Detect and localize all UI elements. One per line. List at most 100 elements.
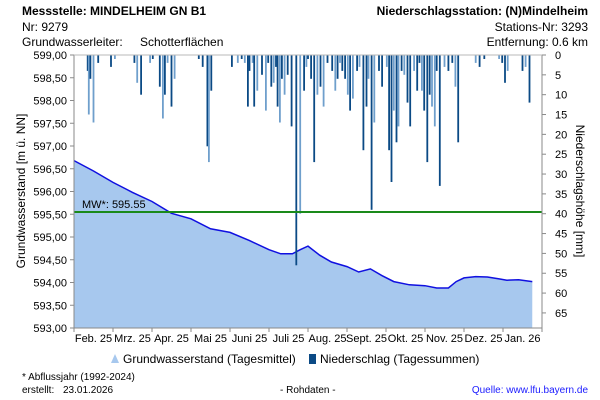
precipitation-bar <box>435 55 438 71</box>
y2-tick-label: 35 <box>555 189 567 201</box>
precipitation-bar <box>352 55 354 99</box>
precipitation-bar <box>231 55 233 67</box>
y2-tick-label: 30 <box>555 169 567 181</box>
y-tick-label: 595,00 <box>33 232 67 244</box>
y2-tick-label: 40 <box>555 209 567 221</box>
y-tick-label: 597,00 <box>33 141 67 153</box>
x-tick-label: Aug. 25 <box>309 333 347 345</box>
y-tick-label: 599,00 <box>33 50 67 62</box>
precipitation-bar <box>524 55 527 67</box>
footnote: * Abflussjahr (1992-2024) <box>22 372 135 383</box>
precipitation-bar <box>286 55 289 75</box>
y2-tick-label: 15 <box>555 110 567 122</box>
precipitation-bar <box>319 55 322 87</box>
precipitation-bar <box>331 55 334 71</box>
precipitation-bar <box>236 55 239 63</box>
precipitation-bar <box>256 55 259 91</box>
precip-station-number: Stations-Nr: 3293 <box>494 20 588 34</box>
precipitation-bar <box>272 55 275 83</box>
precipitation-bar <box>261 55 263 75</box>
precipitation-bar <box>431 55 433 107</box>
precipitation-bar <box>201 55 204 67</box>
precip-station-distance: Entfernung: 0.6 km <box>486 35 588 49</box>
precipitation-bar <box>413 55 415 71</box>
precipitation-bar <box>89 55 92 79</box>
groundwater-area <box>74 160 533 328</box>
y2-tick-label: 5 <box>555 70 561 82</box>
x-tick-label: Sept. 25 <box>346 333 387 345</box>
precipitation-bar <box>166 55 169 63</box>
raw-data-note: - Rohdaten - <box>280 385 336 396</box>
y-tick-label: 593,50 <box>33 300 67 312</box>
precipitation-bar <box>92 55 95 123</box>
aquifer-value: Schotterflächen <box>140 35 224 49</box>
precipitation-bar <box>362 55 365 151</box>
precipitation-bar <box>474 55 477 63</box>
x-tick-label: Dez. 25 <box>465 333 503 345</box>
y2-tick-label: 0 <box>555 50 561 62</box>
precipitation-bar <box>270 55 273 87</box>
x-tick-label: Juni 25 <box>232 333 267 345</box>
precipitation-bar <box>276 55 279 107</box>
precipitation-bar <box>388 55 390 151</box>
precipitation-bar <box>416 55 419 91</box>
y2-tick-label: 60 <box>555 288 567 300</box>
precipitation-bar <box>158 55 161 87</box>
groundwater-line <box>73 159 533 289</box>
precipitation-series <box>86 55 531 266</box>
y2-tick-label: 65 <box>555 308 567 320</box>
precipitation-bar <box>140 55 142 95</box>
precipitation-bar <box>283 55 286 95</box>
precipitation-bar <box>197 55 200 59</box>
precipitation-bar <box>356 55 358 71</box>
created-label: erstellt: <box>22 385 55 396</box>
x-tick-label: Nov. 25 <box>426 333 463 345</box>
precipitation-bar <box>149 55 151 63</box>
precipitation-bar <box>423 55 426 111</box>
precipitation-bar <box>240 55 243 59</box>
x-tick-label: Feb. 25 <box>75 333 112 345</box>
precipitation-bar <box>253 55 256 107</box>
y-tick-label: 594,00 <box>33 278 67 290</box>
x-tick-label: Apr. 25 <box>154 333 189 345</box>
precipitation-bar <box>247 55 249 107</box>
precipitation-bar <box>275 55 277 67</box>
precipitation-bar <box>344 55 346 79</box>
precipitation-bar <box>307 55 309 59</box>
precipitation-bar <box>385 55 388 67</box>
precipitation-bar <box>133 55 136 63</box>
precipitation-bar <box>251 55 254 63</box>
precipitation-bar <box>483 55 486 59</box>
precipitation-bar <box>478 55 481 67</box>
x-tick-label: Juli 25 <box>273 333 305 345</box>
mean-water-level-label: MW*: 595.55 <box>82 199 146 211</box>
precipitation-bar <box>305 55 308 67</box>
legend-groundwater-label: Grundwasserstand (Tagesmittel) <box>123 352 296 366</box>
precipitation-bar <box>316 55 319 95</box>
y-tick-label: 595,50 <box>33 209 67 221</box>
source-link[interactable]: Quelle: www.lfu.bayern.de <box>471 385 588 396</box>
y2-tick-label: 20 <box>555 129 567 141</box>
precipitation-bar <box>381 55 383 87</box>
precipitation-bar <box>433 55 436 127</box>
precipitation-bar <box>208 55 210 163</box>
precipitation-bar <box>443 55 446 67</box>
y2-tick-label: 10 <box>555 90 567 102</box>
precipitation-bar <box>170 55 173 107</box>
precipitation-bar <box>151 55 154 59</box>
precipitation-bar <box>164 55 166 95</box>
precipitation-bar <box>426 55 429 163</box>
precipitation-bar <box>87 55 90 115</box>
precipitation-bar <box>299 55 302 214</box>
x-tick-label: Okt. 25 <box>388 333 423 345</box>
precipitation-bar <box>265 55 267 111</box>
precipitation-bar <box>451 55 454 63</box>
precipitation-bar <box>409 55 412 127</box>
precipitation-bar <box>290 55 293 127</box>
precipitation-bar <box>310 55 312 79</box>
precipitation-bar <box>406 55 409 103</box>
precipitation-bar <box>267 55 270 63</box>
station-title: Messstelle: MINDELHEIM GN B1 <box>22 4 207 18</box>
precipitation-bar <box>313 55 316 163</box>
y2-axis-title: Niederschlagshöhe [mm] <box>573 125 587 258</box>
